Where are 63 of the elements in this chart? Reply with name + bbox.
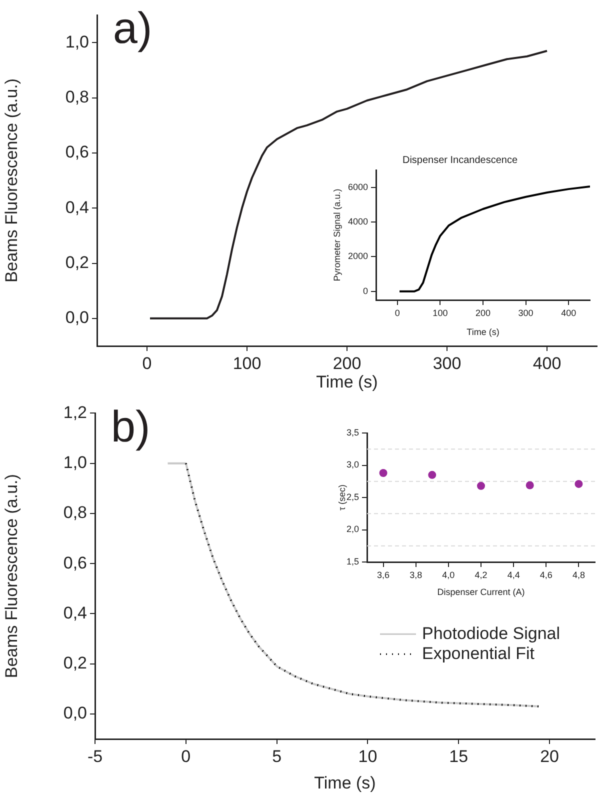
x-tick-label: 3,8 (410, 570, 422, 580)
y-tick-label: 0,0 (65, 308, 89, 328)
x-tick-label: 400 (561, 308, 576, 318)
y-tick-label: 0 (362, 286, 368, 296)
x-tick-label: 4,8 (572, 570, 585, 580)
x-tick-label: 0 (142, 354, 152, 373)
x-tick-label: 0 (394, 308, 400, 318)
y-tick-label: 0,6 (65, 142, 89, 162)
x-axis-title: Dispenser Current (A) (437, 587, 525, 598)
x-tick-label: 400 (532, 354, 562, 373)
y-axis-title: τ (sec) (336, 484, 347, 511)
y-tick-label: 1,5 (346, 556, 359, 566)
y-axis-title: Beams Fluorescence (a.u.) (2, 474, 21, 678)
y-tick-label: 3,5 (346, 427, 359, 438)
y-tick-label: 3,0 (346, 460, 359, 470)
legend-label: Exponential Fit (422, 644, 535, 663)
x-tick-label: 100 (232, 354, 262, 373)
x-tick-label: 5 (272, 746, 282, 766)
point (574, 480, 583, 488)
point (526, 481, 534, 490)
x-tick-label: 10 (358, 746, 378, 766)
x-tick-label: 4,6 (540, 570, 552, 580)
y-tick-label: 0,4 (65, 198, 89, 217)
y-tick-label: 2,0 (346, 524, 359, 534)
x-tick-label: 300 (432, 354, 462, 373)
x-axis-title: Time (s) (466, 327, 500, 338)
x-tick-label: 3,6 (377, 570, 390, 580)
point (428, 470, 436, 479)
y-tick-label: 0,0 (63, 704, 87, 723)
x-tick-label: 200 (475, 308, 491, 318)
x-axis-title: Time (s) (314, 773, 376, 792)
chart-title: Dispenser Incandescence (402, 154, 518, 166)
x-tick-label: 20 (540, 746, 560, 766)
y-tick-label: 0,8 (65, 87, 89, 106)
x-axis-title: Time (s) (316, 372, 378, 392)
y-tick-label: 0,2 (65, 252, 89, 272)
y-tick-label: 4000 (348, 216, 368, 226)
y-tick-label: 0,4 (63, 603, 87, 622)
x-tick-label: 4,4 (507, 570, 520, 580)
annotation: b) (111, 402, 150, 452)
y-tick-label: 0,6 (63, 553, 87, 572)
point (379, 468, 388, 477)
x-tick-label: 200 (332, 354, 362, 373)
y-tick-label: 1,2 (63, 402, 87, 422)
y-axis-title: Beams Fluorescence (a.u.) (2, 78, 21, 283)
x-tick-label: 100 (432, 308, 448, 318)
y-axis-title: Pyrometer Signal (a.u.) (332, 188, 342, 282)
x-tick-label: 4,2 (474, 570, 488, 580)
legend-label: Photodiode Signal (422, 624, 560, 643)
y-tick-label: 2000 (348, 251, 368, 262)
x-tick-label: 15 (449, 746, 468, 766)
y-tick-label: 6000 (348, 182, 368, 192)
y-tick-label: 0,2 (63, 654, 87, 673)
y-tick-label: 1,0 (65, 32, 89, 52)
y-tick-label: 2,5 (346, 492, 359, 502)
x-tick-label: -5 (87, 746, 103, 766)
x-tick-label: 300 (518, 308, 534, 318)
y-tick-label: 1,0 (63, 453, 87, 472)
annotation: a) (113, 4, 152, 54)
x-tick-label: 0 (181, 746, 191, 766)
y-tick-label: 0,8 (63, 503, 87, 522)
point (477, 482, 485, 490)
x-tick-label: 4,0 (442, 570, 455, 580)
